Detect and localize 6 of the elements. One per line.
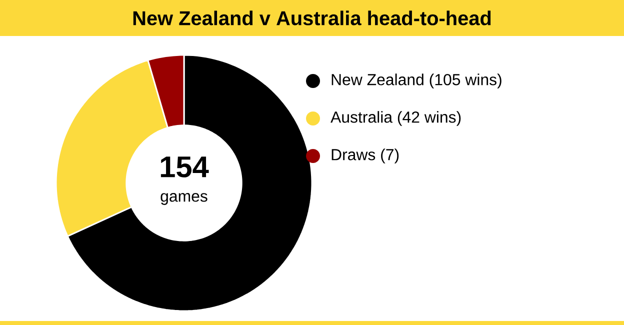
legend-label: Draws (7): [332, 148, 399, 164]
legend-label: New Zealand (105 wins): [332, 74, 502, 88]
chart-title: New Zealand v Australia head-to-head: [133, 10, 491, 26]
text: 154: [160, 156, 209, 178]
legend-label: Australia (42 wins): [330, 111, 461, 126]
text: games: [160, 193, 208, 205]
